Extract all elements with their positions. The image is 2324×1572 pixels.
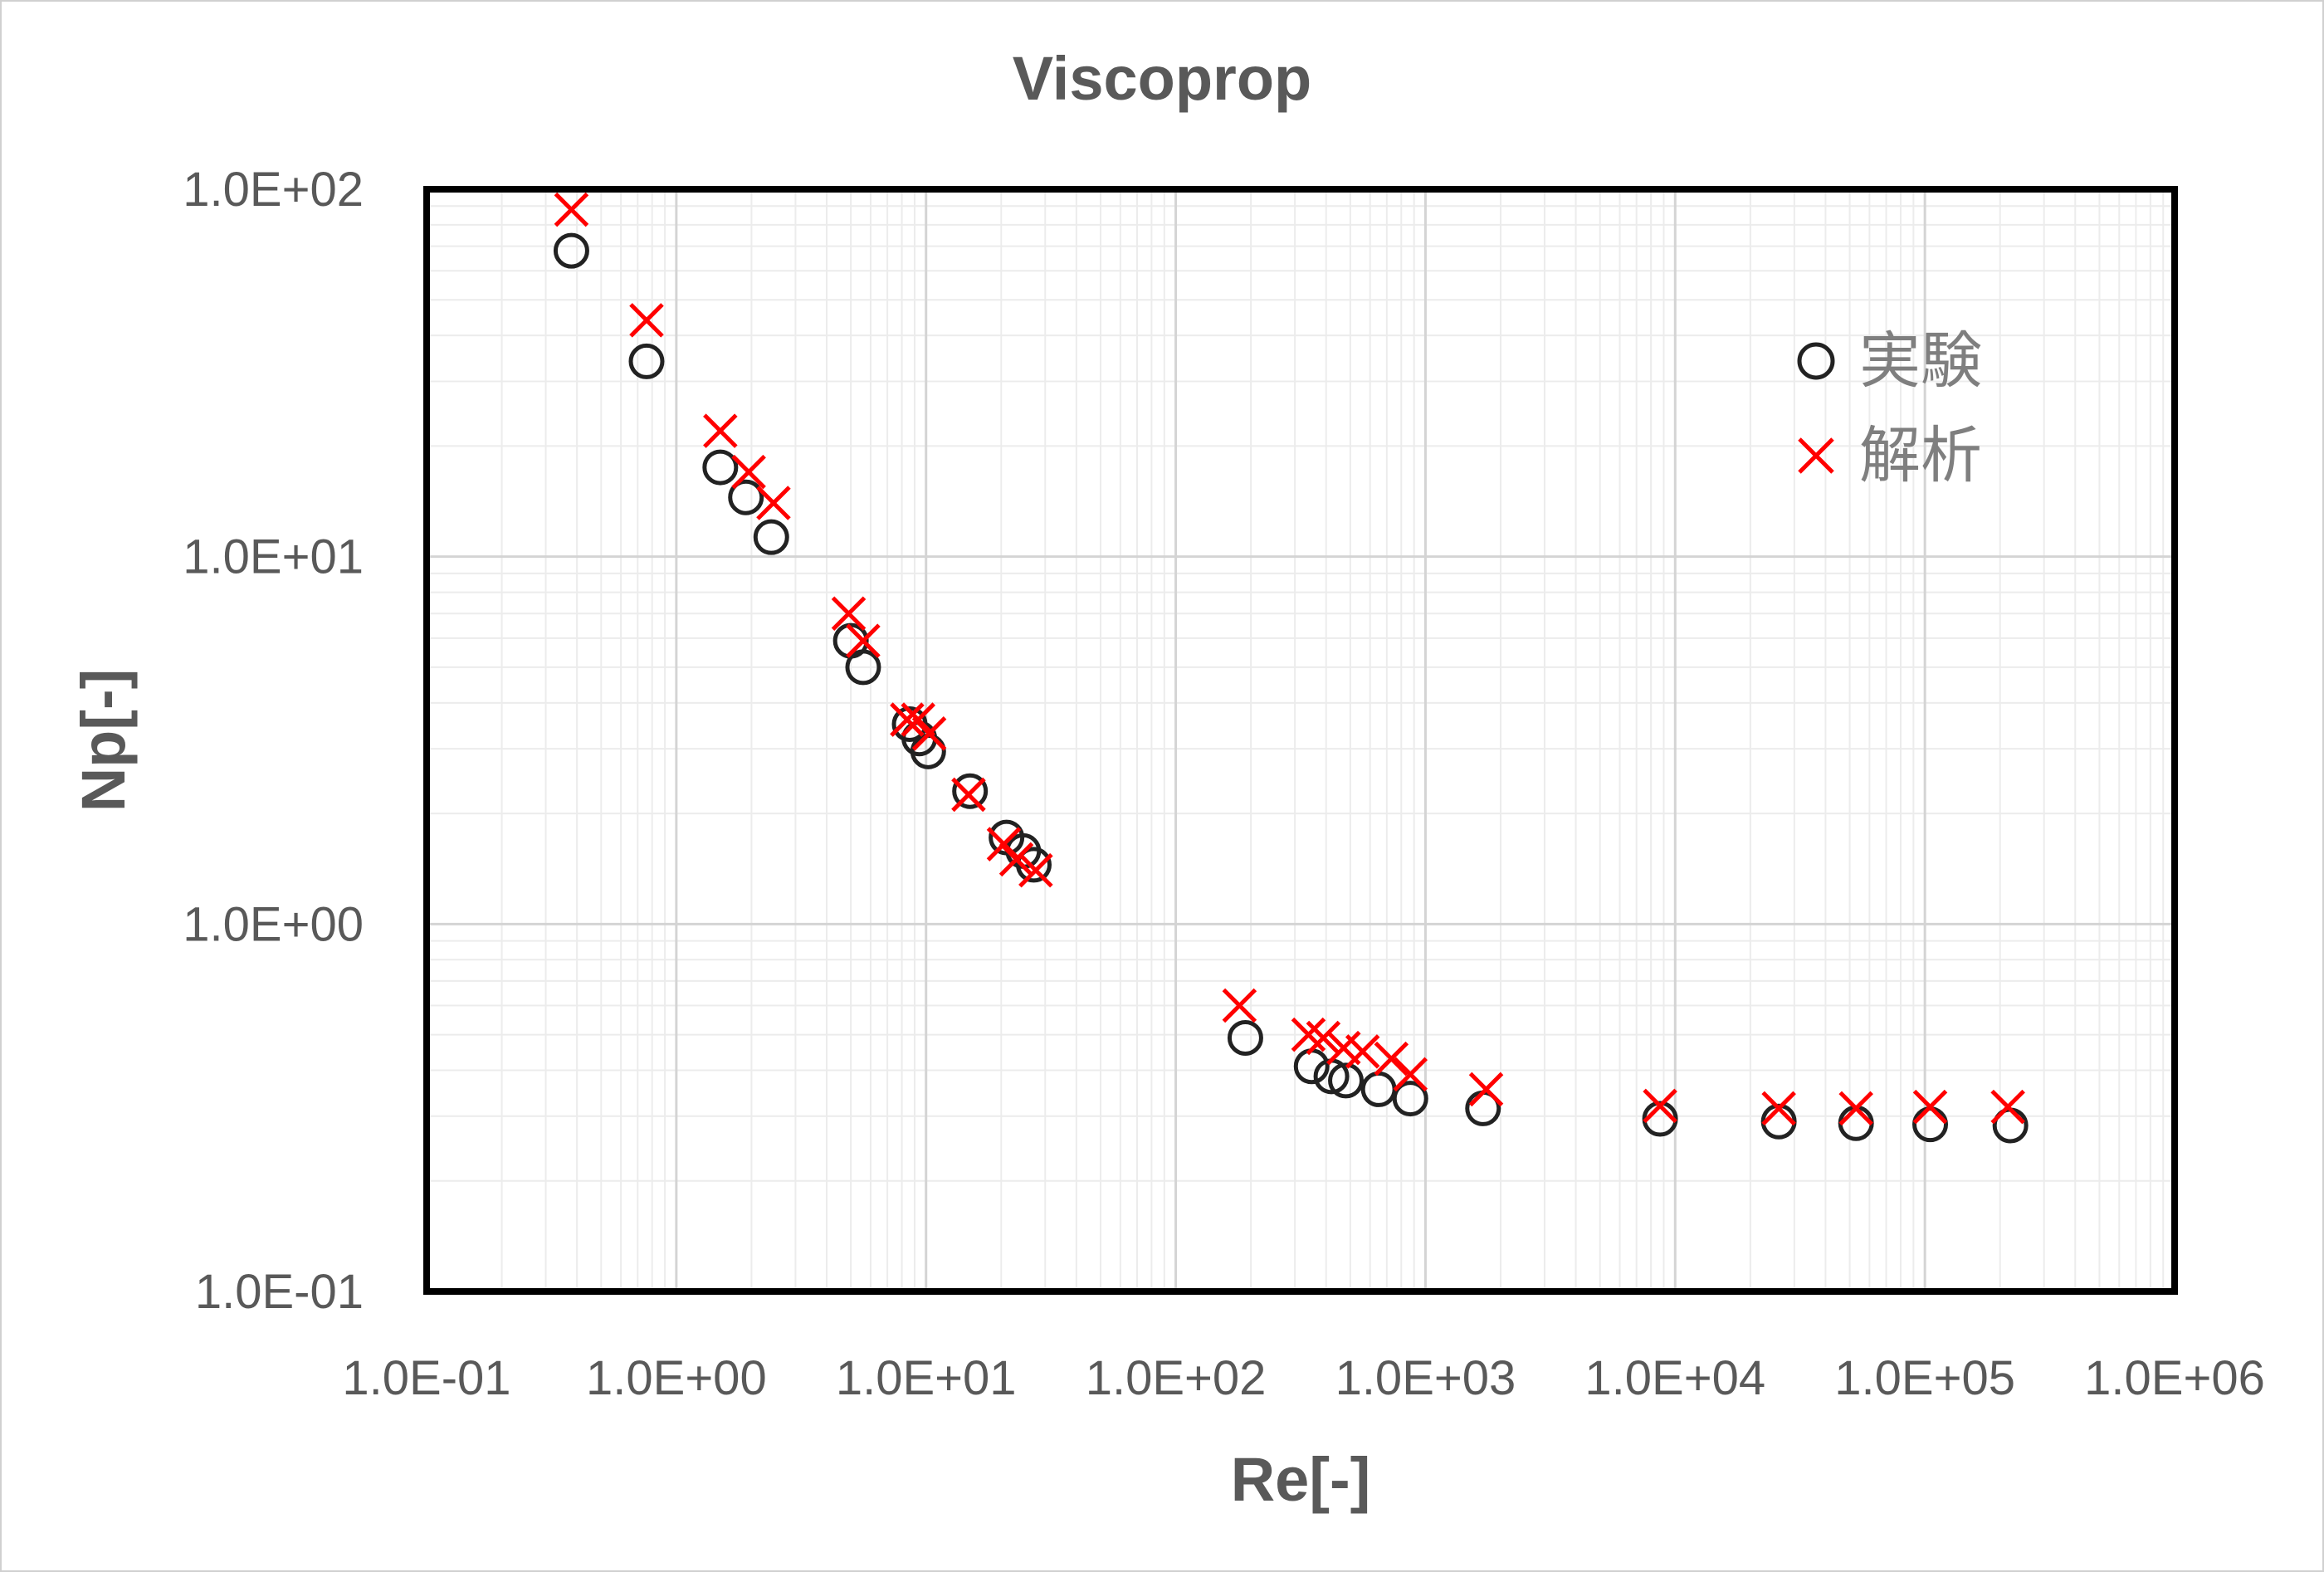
data-point-x [756, 486, 791, 520]
data-point-circle [728, 479, 764, 515]
data-point-circle [553, 232, 589, 269]
data-point-x [1468, 1072, 1504, 1107]
y-tick-label: 1.0E+00 [183, 897, 364, 951]
data-point-circle [952, 773, 989, 809]
data-point-x [1222, 988, 1257, 1023]
legend: 実験 解析 [1797, 325, 1982, 491]
y-tick-label: 1.0E-01 [195, 1265, 364, 1319]
x-tick-label: 1.0E+02 [1086, 1351, 1267, 1405]
data-point-x [998, 842, 1034, 877]
series-x [554, 192, 2025, 1126]
y-tick-label: 1.0E+02 [183, 163, 364, 217]
legend-marker-circle [1797, 342, 1835, 380]
data-point-circle [753, 519, 789, 555]
x-tick-label: 1.0E-01 [342, 1351, 510, 1405]
x-tick-label: 1.0E+01 [836, 1351, 1017, 1405]
data-point-x [890, 702, 925, 737]
legend-label-analysis: 解析 [1859, 420, 1982, 491]
plot-area-border [423, 186, 2178, 1295]
data-point-x [1345, 1034, 1380, 1069]
x-tick-label: 1.0E+05 [1834, 1351, 2015, 1405]
data-point-x [831, 596, 867, 632]
data-point-circle [1015, 847, 1052, 883]
data-point-circle [1227, 1019, 1263, 1056]
x-tick-label: 1.0E+03 [1335, 1351, 1516, 1405]
data-point-x [1374, 1041, 1409, 1076]
y-tick-label: 1.0E+01 [183, 530, 364, 584]
data-point-x [1643, 1088, 1677, 1124]
data-point-circle [1293, 1048, 1330, 1085]
data-point-x [731, 454, 766, 490]
data-point-x [1838, 1091, 1873, 1126]
y-tick-labels: 1.0E-01 1.0E+00 1.0E+01 1.0E+02 [183, 163, 364, 1319]
data-point-circle [1328, 1062, 1365, 1099]
data-point-circle [1392, 1081, 1428, 1117]
x-tick-label: 1.0E+04 [1584, 1351, 1765, 1405]
data-point-x [1018, 852, 1053, 888]
x-tick-label: 1.0E+00 [586, 1351, 767, 1405]
data-point-x [554, 192, 589, 227]
data-point-x [629, 303, 664, 338]
data-point-circle [1838, 1105, 1874, 1141]
data-point-circle [702, 449, 739, 486]
data-point-circle [845, 649, 881, 686]
minor-gridlines [427, 189, 2175, 1291]
data-point-circle [1912, 1106, 1949, 1143]
x-tick-labels: 1.0E-01 1.0E+00 1.0E+01 1.0E+02 1.0E+03 1.0E+… [342, 1351, 2264, 1405]
data-point-x [1912, 1089, 1948, 1125]
x-tick-label: 1.0E+06 [2084, 1351, 2265, 1405]
x-axis-label: Re[-] [1231, 1445, 1371, 1514]
data-point-x [1393, 1057, 1428, 1092]
data-point-x [1990, 1089, 2025, 1125]
data-point-circle [628, 343, 665, 379]
series-layer [553, 192, 2029, 1144]
data-point-x [951, 777, 986, 813]
data-point-circle [1360, 1071, 1397, 1107]
legend-label-experiment: 実験 [1859, 325, 1982, 397]
legend-marker-x [1798, 437, 1834, 474]
data-point-x [1761, 1091, 1796, 1126]
chart-title: Viscoprop [1013, 44, 1312, 113]
data-point-x [846, 623, 881, 658]
data-point-x [703, 413, 738, 448]
data-point-x [911, 716, 947, 751]
y-axis-label: Np[-] [69, 669, 138, 813]
data-point-x [1306, 1020, 1341, 1056]
